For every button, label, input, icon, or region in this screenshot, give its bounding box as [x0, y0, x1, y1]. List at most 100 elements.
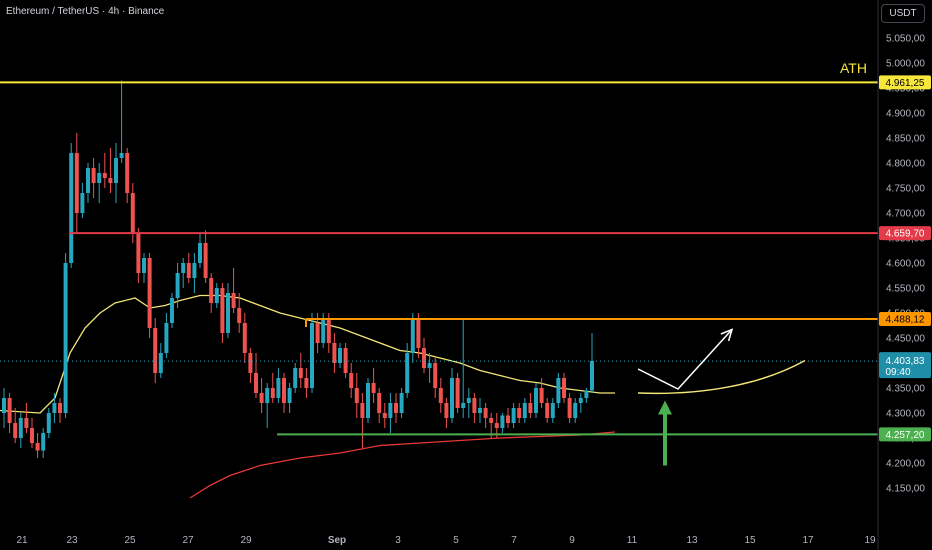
candle-body	[584, 390, 589, 398]
candle-body	[91, 168, 96, 183]
time-tick: 5	[453, 535, 459, 546]
candle-body	[58, 403, 62, 413]
horizontal-levels[interactable]	[0, 81, 878, 436]
price-tick: 4.800,00	[886, 159, 925, 170]
price-axis[interactable]: 5.050,005.000,004.950,004.900,004.850,00…	[877, 0, 932, 550]
candle-body	[108, 178, 113, 183]
candle-body	[237, 308, 242, 323]
currency-button[interactable]: USDT	[881, 4, 925, 23]
countdown-label: 09:40	[885, 367, 910, 378]
time-axis[interactable]: 21 23 25 27 29 Sep 3 5 7 9 11 13 15 17 19	[16, 535, 876, 546]
candle-body	[450, 378, 454, 418]
time-tick: 11	[627, 535, 638, 546]
candle-body	[198, 243, 202, 263]
candle-body	[483, 408, 488, 418]
ath-price-tag[interactable]	[879, 75, 931, 90]
candle-body	[214, 288, 219, 303]
candle-body	[86, 168, 90, 193]
range-top-price-label: 4.488,12	[886, 314, 925, 325]
candle-body	[2, 398, 6, 413]
time-tick: 3	[395, 535, 401, 546]
last-price-label: 4.403,83	[886, 356, 925, 367]
candle-body	[366, 383, 370, 418]
candle-body	[578, 398, 583, 403]
candle-body	[114, 158, 118, 183]
candle-body	[494, 423, 499, 428]
candle-body	[170, 298, 174, 323]
candle-body	[556, 378, 561, 403]
candle-body	[478, 408, 482, 413]
candle-body	[511, 408, 516, 423]
candle-body	[192, 263, 197, 278]
price-tick: 4.200,00	[886, 459, 925, 470]
candle-body	[203, 243, 208, 278]
candles	[2, 80, 594, 458]
candle-body	[410, 318, 415, 353]
candle-body	[13, 423, 18, 438]
fast-ma-line	[0, 294, 615, 414]
candle-body	[500, 415, 505, 428]
candle-body	[573, 403, 578, 418]
candle-body	[18, 418, 23, 438]
candle-body	[265, 388, 270, 403]
projection-arrowhead	[720, 328, 734, 342]
candle-body	[466, 398, 471, 403]
candle-body	[550, 403, 555, 418]
candle-body	[489, 418, 494, 423]
candle-body	[142, 258, 146, 273]
projection-drawings[interactable]	[637, 328, 806, 466]
candle-body	[69, 153, 74, 263]
time-tick: Sep	[328, 535, 346, 546]
time-tick: 21	[16, 535, 28, 546]
candle-body	[74, 153, 79, 213]
candle-body	[7, 398, 12, 423]
candle-body	[343, 348, 348, 373]
resistance-price-tag[interactable]	[879, 226, 931, 241]
candle-body	[248, 353, 253, 373]
price-tick: 4.600,00	[886, 259, 925, 270]
support-price-tag[interactable]	[879, 427, 931, 442]
candle-body	[388, 403, 393, 418]
time-tick: 29	[240, 535, 252, 546]
candle-body	[472, 398, 477, 413]
candle-body	[326, 318, 331, 343]
candle-body	[433, 363, 438, 388]
candle-body	[41, 433, 46, 451]
candle-body	[360, 403, 365, 418]
candle-body	[24, 418, 29, 428]
candle-body	[304, 378, 309, 388]
candle-body	[102, 173, 107, 178]
time-tick: 25	[124, 535, 136, 546]
candle-body	[63, 263, 68, 413]
candle-body	[282, 378, 286, 403]
up-arrow-icon	[658, 400, 672, 466]
time-tick: 7	[511, 535, 517, 546]
candle-body	[349, 373, 354, 388]
candle-body	[287, 388, 292, 403]
candle-body	[259, 393, 264, 403]
candle-body	[382, 413, 387, 418]
price-axis-background	[878, 0, 932, 550]
slow-ma-line	[189, 431, 616, 499]
candle-body	[97, 173, 102, 183]
support-price-label: 4.257,20	[886, 430, 925, 441]
range-top-price-tag[interactable]	[879, 311, 931, 326]
projection-curve[interactable]	[637, 359, 806, 395]
candle-body	[534, 388, 538, 413]
candle-body	[30, 428, 34, 443]
candle-body	[158, 353, 163, 373]
projection-path[interactable]	[637, 328, 733, 390]
candle-body	[310, 323, 314, 388]
candle-body	[354, 388, 359, 403]
candle-body	[399, 393, 404, 413]
price-tick: 4.700,00	[886, 209, 925, 220]
last-price-tag[interactable]	[879, 352, 931, 379]
candle-body	[422, 348, 426, 368]
price-tick: 4.350,00	[886, 384, 925, 395]
candle-body	[175, 273, 180, 298]
candle-body	[315, 323, 320, 343]
candle-body	[220, 288, 225, 333]
candle-body	[136, 233, 141, 273]
candle-body	[394, 403, 398, 413]
